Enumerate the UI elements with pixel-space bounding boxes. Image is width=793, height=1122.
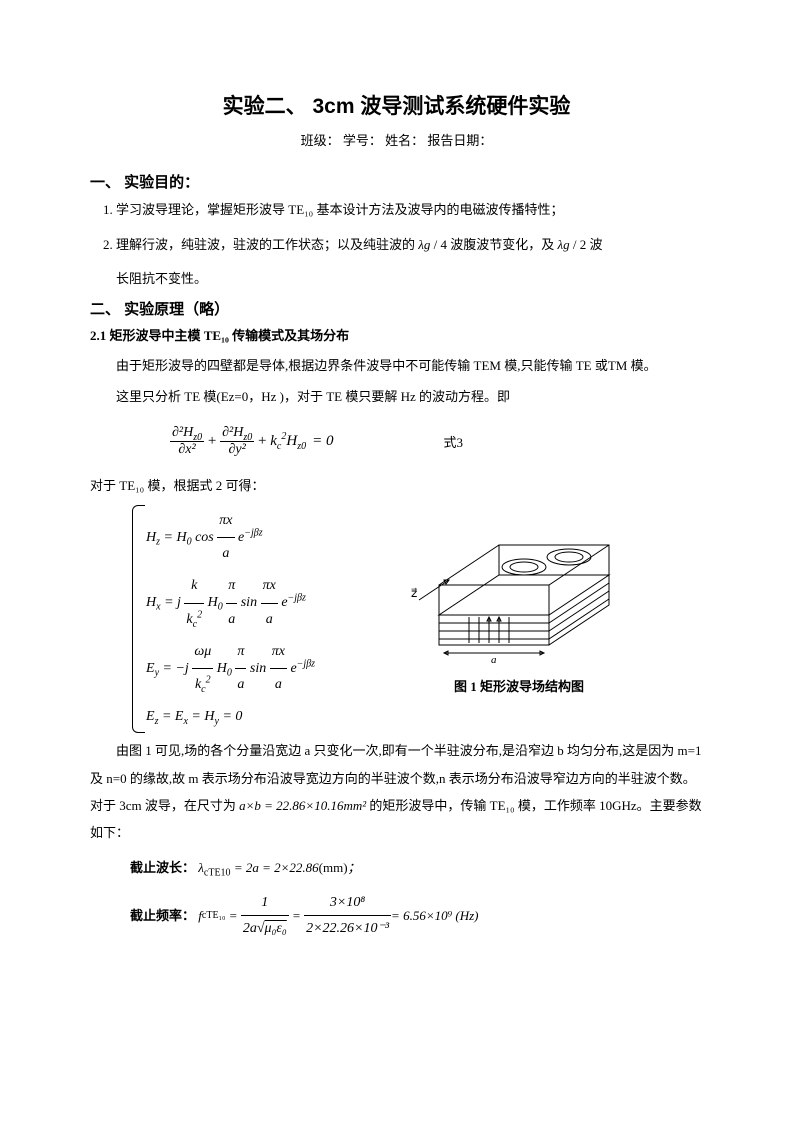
equation-3: ∂²Hz0 ∂x² + ∂²Hz0 ∂y² + kc2Hz0 = 0 式3 xyxy=(170,425,703,458)
cutoff-wl-eq: λcTE10 = 2a = 2×22.86(mm)； xyxy=(198,860,360,875)
page: 实验二、 3cm 波导测试系统硬件实验 班级： 学号： 姓名： 报告日期： 一、… xyxy=(0,0,793,1122)
objective-1: 学习波导理论，掌握矩形波导 TE₁₀ 基本设计方法及波导内的电磁波传播特性； xyxy=(116,198,703,223)
cutoff-f-eq: fcTE₁₀ = 12a√μ₀ε₀ = 3×10⁸ 2×22.26×10⁻³ =… xyxy=(195,890,478,941)
section-2-head: 二、 实验原理（略） xyxy=(90,298,703,319)
doc-title: 实验二、 3cm 波导测试系统硬件实验 xyxy=(90,90,703,120)
subsection-2-1: 2.1 矩形波导中主模 TE₁₀ 传输模式及其场分布 xyxy=(90,325,703,344)
eq-ey: Ey = −j ωμkc2 H0 πa sin πxa e−jβz xyxy=(146,636,315,701)
plus-1: + xyxy=(204,433,220,450)
eq3-term2: ∂²Hz0 ∂y² xyxy=(220,425,254,458)
obj2-b: / 4 波腹波节变化，及 xyxy=(430,237,557,252)
field-equations: Hz = H0 cos πxa e−jβz Hx = j kkc2 H0 πa … xyxy=(132,505,315,733)
eq-and-figure-row: Hz = H0 cos πxa e−jβz Hx = j kkc2 H0 πa … xyxy=(90,505,703,733)
eq3-label: 式3 xyxy=(443,432,463,451)
para-2: 这里只分析 TE 模(Ez=0，Hz )，对于 TE 模只要解 Hz 的波动方程… xyxy=(90,383,703,410)
eq-zero: Ez = Ex = Hy = 0 xyxy=(146,701,315,733)
figure-1: a z⃗ 图 1 矩形波导场结构图 xyxy=(335,505,703,695)
lambda-g-2: λg xyxy=(558,237,570,252)
doc-meta: 班级： 学号： 姓名： 报告日期： xyxy=(90,130,703,149)
eq-hz: Hz = H0 cos πxa e−jβz xyxy=(146,505,315,570)
section-1-head: 一、 实验目的： xyxy=(90,171,703,192)
para-3: 对于 TE₁₀ 模，根据式 2 可得： xyxy=(90,472,703,499)
objective-2: 理解行波，纯驻波，驻波的工作状态；以及纯驻波的 λg / 4 波腹波节变化，及 … xyxy=(116,233,703,258)
plus-2: + xyxy=(254,433,270,450)
cutoff-wl-label: 截止波长： xyxy=(130,860,195,875)
eq3-term1: ∂²Hz0 ∂x² xyxy=(170,425,204,458)
para-1: 由于矩形波导的四壁都是导体,根据边界条件波导中不可能传输 TEM 模,只能传输 … xyxy=(90,352,703,379)
svg-text:a: a xyxy=(491,654,497,665)
objective-list: 学习波导理论，掌握矩形波导 TE₁₀ 基本设计方法及波导内的电磁波传播特性； 理… xyxy=(90,198,703,257)
figure-1-caption: 图 1 矩形波导场结构图 xyxy=(335,676,703,695)
svg-text:z⃗: z⃗ xyxy=(411,586,417,600)
cutoff-wavelength: 截止波长： λcTE10 = 2a = 2×22.86(mm)； xyxy=(130,856,703,879)
left-brace xyxy=(132,505,145,733)
eq-hx: Hx = j kkc2 H0 πa sin πxa e−jβz xyxy=(146,570,315,635)
obj2-c: / 2 波 xyxy=(570,237,603,252)
eq3-rhs: = 0 xyxy=(312,433,333,450)
obj2-cont: 长阻抗不变性。 xyxy=(116,267,703,292)
para-4: 由图 1 可见,场的各个分量沿宽边 a 只变化一次,即有一个半驻波分布,是沿窄边… xyxy=(90,737,703,846)
waveguide-figure-svg: a z⃗ xyxy=(399,505,639,665)
lambda-g-1: λg xyxy=(418,237,430,252)
eq3-term3: kc2Hz0 xyxy=(270,433,306,450)
cutoff-frequency: 截止频率： fcTE₁₀ = 12a√μ₀ε₀ = 3×10⁸ 2×22.26×… xyxy=(130,890,703,941)
p4-dim: a×b = 22.86×10.16mm² xyxy=(239,798,366,813)
cutoff-f-label: 截止频率： xyxy=(130,904,195,927)
obj2-a: 理解行波，纯驻波，驻波的工作状态；以及纯驻波的 xyxy=(116,237,418,252)
cutoff-f-result: = 6.56×10⁹ (Hz) xyxy=(391,904,478,927)
